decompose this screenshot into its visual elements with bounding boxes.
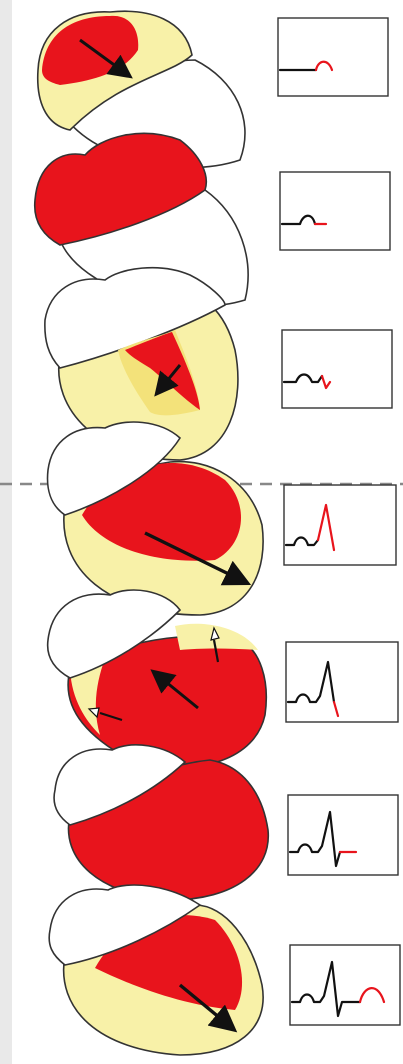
heart-stage-6	[54, 745, 268, 900]
ecg-2	[280, 172, 390, 250]
conduction-diagram	[0, 0, 403, 1064]
ecg-4	[284, 485, 396, 565]
left-border	[0, 0, 12, 1064]
ecg-6	[288, 795, 398, 875]
ecg-1	[278, 18, 388, 96]
ecg-3	[282, 330, 392, 408]
heart-stage-7	[49, 885, 263, 1055]
heart-stage-5	[48, 590, 267, 768]
heart-stage-4	[48, 422, 264, 615]
ecg-7	[290, 945, 400, 1025]
ecg-5	[286, 642, 398, 722]
